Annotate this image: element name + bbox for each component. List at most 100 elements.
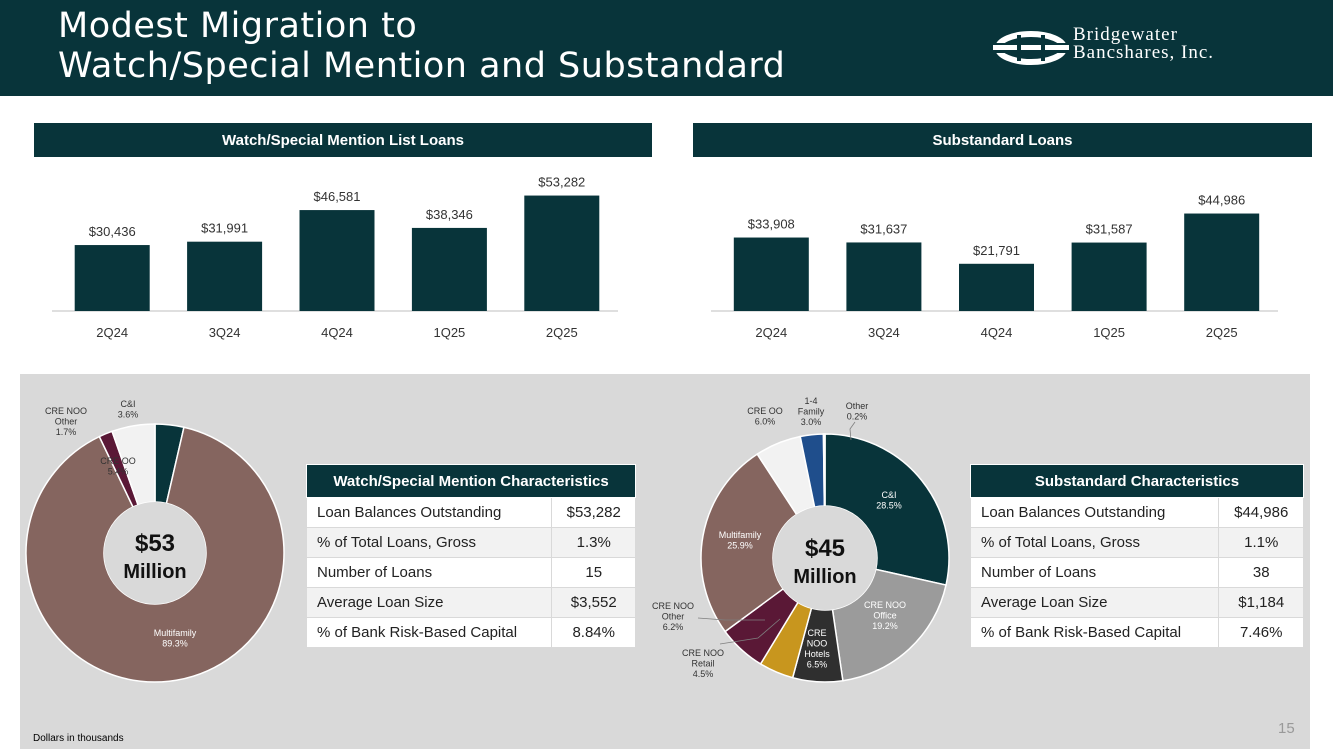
substandard-data-label: $31,587 (1086, 222, 1133, 237)
table-row: Number of Loans 38 (969, 557, 1304, 588)
row-label: Loan Balances Outstanding (305, 497, 553, 528)
substandard-tick-label: 1Q25 (1093, 325, 1125, 340)
substandard-pie-leader-line (849, 421, 856, 441)
substandard-pie-center-unit: Million (793, 566, 856, 588)
substandard-data-label: $44,986 (1198, 193, 1245, 208)
substandard-pie-slice-label: CRE NOO Office 19.2% (864, 600, 906, 631)
watch-bar-chart: $30,436 2Q24 $31,991 3Q24 $46,581 4Q24 $38,346… (52, 175, 618, 340)
watch-bar (411, 227, 487, 311)
row-label: Average Loan Size (969, 587, 1220, 618)
row-label: Average Loan Size (305, 587, 553, 618)
substandard-pie-slice-label: 1-4 Family 3.0% (798, 396, 825, 427)
row-value: 7.46% (1218, 617, 1304, 648)
page-title-line-1: Modest Migration to (58, 6, 418, 46)
substandard-bar (733, 237, 809, 311)
row-value: $53,282 (551, 497, 636, 528)
header-bar: Modest Migration to Watch/Special Mentio… (0, 0, 1333, 96)
substandard-tick-label: 2Q25 (1206, 325, 1238, 340)
watch-tick-label: 4Q24 (321, 325, 353, 340)
substandard-tick-label: 4Q24 (981, 325, 1013, 340)
substandard-pie-leader-line (719, 618, 781, 645)
row-value: $44,986 (1218, 497, 1304, 528)
watch-data-label: $53,282 (538, 175, 585, 190)
substandard-tick-label: 3Q24 (868, 325, 900, 340)
substandard-chart-header: Substandard Loans (693, 123, 1312, 157)
substandard-pie-slice-label: CRE NOO Hotels 6.5% (804, 628, 830, 670)
watch-bar (74, 245, 150, 311)
watch-pie-slice-label: CRE NOO Other 1.7% (45, 406, 87, 437)
watch-pie-center-hole (104, 502, 206, 604)
watch-pie-slice-label: CRE OO 5.4% (100, 456, 136, 477)
row-value: 1.1% (1218, 527, 1304, 558)
page-title-line-2: Watch/Special Mention and Substandard (58, 46, 786, 86)
substandard-bar-chart: $33,908 2Q24 $31,637 3Q24 $21,791 4Q24 $31,587… (711, 193, 1278, 340)
row-label: % of Total Loans, Gross (305, 527, 553, 558)
watch-data-label: $46,581 (314, 189, 361, 204)
row-value: $1,184 (1218, 587, 1304, 618)
watch-tick-label: 3Q24 (209, 325, 241, 340)
table-row: Average Loan Size $1,184 (969, 587, 1304, 618)
watch-tick-label: 1Q25 (433, 325, 465, 340)
watch-donut-chart: $53 Million C&I 3.6% Multifamily 89.3% CRE NOO… (25, 399, 285, 683)
row-label: Number of Loans (969, 557, 1220, 588)
row-label: Number of Loans (305, 557, 553, 588)
substandard-pie-slice-label: Multifamily 25.9% (719, 530, 762, 551)
row-label: % of Bank Risk-Based Capital (969, 617, 1220, 648)
substandard-pie-slice-label: CRE NOO Other 6.2% (652, 601, 694, 632)
substandard-pie-center-hole (773, 506, 877, 610)
row-label: Loan Balances Outstanding (969, 497, 1220, 528)
watch-bar (187, 241, 263, 311)
watch-pie-slice-label: C&I 3.6% (118, 399, 139, 420)
bridge-logo-icon (993, 31, 1069, 65)
footnote: Dollars in thousands (33, 733, 124, 744)
substandard-pie-slice-label: C&I 28.5% (876, 490, 902, 511)
table-row: Loan Balances Outstanding $53,282 (305, 497, 636, 528)
row-label: % of Total Loans, Gross (969, 527, 1220, 558)
table-row: Loan Balances Outstanding $44,986 (969, 497, 1304, 528)
watch-characteristics-table: Watch/Special Mention Characteristics Lo… (305, 464, 636, 648)
substandard-pie-slice-label: CRE NOO Retail 4.5% (682, 648, 724, 679)
watch-tick-label: 2Q25 (546, 325, 578, 340)
logo-line-2: Bancshares, Inc. (1073, 42, 1215, 63)
page-number: 15 (1278, 720, 1295, 737)
watch-tick-label: 2Q24 (96, 325, 128, 340)
watch-chart-header: Watch/Special Mention List Loans (34, 123, 652, 157)
company-logo: Bridgewater Bancshares, Inc. (993, 25, 1293, 70)
substandard-tick-label: 2Q24 (755, 325, 787, 340)
substandard-donut-chart: $45 Million C&I 28.5% CRE NOO Office 19.2% CRE N… (652, 396, 950, 683)
watch-pie-slice-label: Multifamily 89.3% (154, 628, 197, 649)
watch-data-label: $31,991 (201, 221, 248, 236)
table-row: Average Loan Size $3,552 (305, 587, 636, 618)
substandard-characteristics-header: Substandard Characteristics (970, 464, 1304, 498)
table-row: % of Bank Risk-Based Capital 7.46% (969, 617, 1304, 648)
row-value: $3,552 (551, 587, 636, 618)
watch-bar (524, 195, 600, 311)
watch-pie-center-amount: $53 (135, 530, 175, 557)
row-value: 15 (551, 557, 636, 588)
substandard-pie-slice (822, 433, 826, 507)
watch-data-label: $30,436 (89, 224, 136, 239)
watch-bar (299, 210, 375, 311)
page-title: Modest Migration to Watch/Special Mentio… (58, 6, 785, 86)
substandard-pie-leader-line (697, 617, 765, 621)
row-value: 38 (1218, 557, 1304, 588)
table-row: % of Total Loans, Gross 1.3% (305, 527, 636, 558)
substandard-pie-center-amount: $45 (805, 535, 845, 562)
substandard-bar (1184, 213, 1260, 311)
watch-data-label: $38,346 (426, 207, 473, 222)
table-row: % of Bank Risk-Based Capital 8.84% (305, 617, 636, 648)
row-value: 1.3% (551, 527, 636, 558)
substandard-pie-slice-label: CRE OO 6.0% (747, 406, 783, 427)
substandard-pie-slice-label: Other 0.2% (846, 401, 869, 422)
table-row: Number of Loans 15 (305, 557, 636, 588)
substandard-bar (846, 242, 922, 311)
watch-characteristics-header: Watch/Special Mention Characteristics (306, 464, 636, 498)
row-label: % of Bank Risk-Based Capital (305, 617, 553, 648)
substandard-characteristics-table: Substandard Characteristics Loan Balance… (969, 464, 1304, 648)
substandard-data-label: $33,908 (748, 217, 795, 232)
table-row: % of Total Loans, Gross 1.1% (969, 527, 1304, 558)
watch-pie-center-unit: Million (123, 561, 186, 583)
row-value: 8.84% (551, 617, 636, 648)
substandard-data-label: $21,791 (973, 243, 1020, 258)
substandard-bar (959, 263, 1034, 311)
